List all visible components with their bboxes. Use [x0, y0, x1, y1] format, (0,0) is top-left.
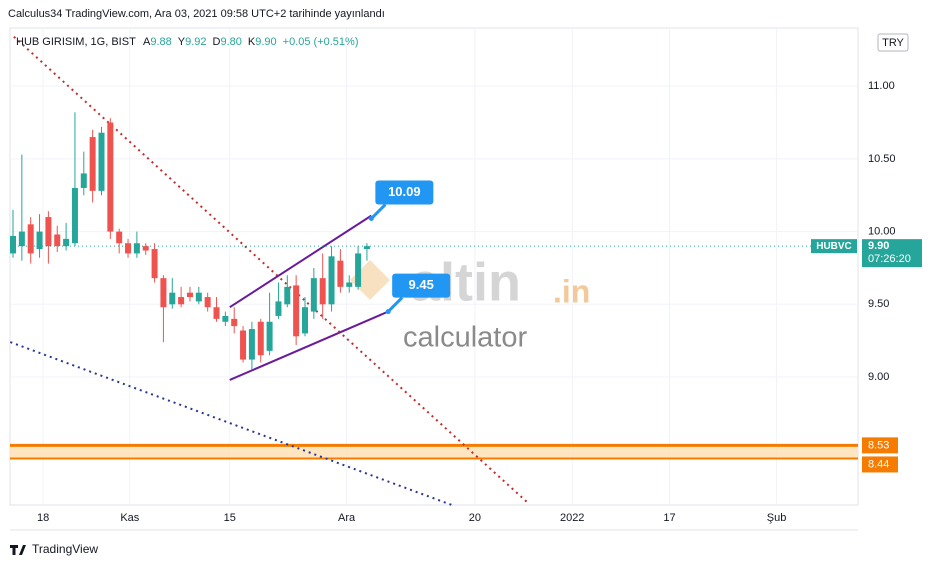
zone-label-box	[862, 456, 898, 473]
legend-value: 9.88	[150, 36, 171, 48]
callout-label: 9.45	[409, 277, 434, 292]
candle-body	[63, 238, 70, 247]
candle-body	[355, 253, 362, 287]
candle-body	[71, 187, 78, 244]
candle-body	[169, 292, 176, 305]
candle-body	[36, 231, 43, 250]
y-tick-label: 9.50	[868, 298, 889, 310]
callout-box	[392, 273, 451, 298]
legend-key: Y	[178, 36, 186, 48]
footer-logo	[10, 545, 26, 555]
watermark-suffix: .in	[553, 273, 590, 309]
candle-body	[178, 297, 185, 305]
trend-line	[229, 310, 389, 381]
callout-label: 10.09	[388, 184, 421, 199]
symbol-tag: HUBVC	[816, 241, 852, 252]
candle-body	[240, 330, 247, 360]
trend-line	[229, 214, 372, 309]
callout-stem	[370, 203, 387, 220]
candle-body	[248, 329, 255, 360]
legend-symbol: HUB GIRISIM, 1G, BIST	[16, 36, 136, 48]
x-tick-label: 20	[469, 512, 481, 524]
plot-frame	[9, 27, 859, 506]
zone-label: 8.44	[868, 458, 889, 470]
legend-value: 9.90	[255, 36, 276, 48]
candle-body	[27, 224, 34, 254]
candle-body	[89, 137, 96, 191]
candle-body	[231, 318, 238, 327]
candle-body	[151, 249, 158, 279]
candle-body	[98, 132, 105, 191]
candle-body	[222, 315, 229, 322]
y-tick-label: 11.00	[868, 80, 895, 92]
callout-box	[375, 180, 434, 205]
symbol-tag-box	[811, 239, 857, 254]
legend-change: +0.05 (+0.51%)	[283, 36, 359, 48]
trend-line	[10, 341, 453, 506]
x-tick-label: 17	[663, 512, 675, 524]
zone-label-box	[862, 437, 898, 454]
candle-body	[195, 292, 202, 302]
candle-body	[275, 301, 282, 316]
candle-body	[160, 278, 167, 308]
last-price-label: 9.90	[868, 240, 889, 252]
legend-key: K	[248, 36, 256, 48]
candle-body	[257, 321, 264, 356]
candle-body	[80, 173, 87, 188]
candle-body	[10, 235, 17, 254]
candle-body	[116, 231, 123, 244]
candle-body	[363, 246, 370, 250]
zone-label: 8.53	[868, 439, 889, 451]
y-tick-label: 9.00	[868, 371, 889, 383]
x-tick-label: Kas	[120, 512, 139, 524]
last-price-box	[862, 239, 922, 268]
watermark-sub: calculator	[403, 322, 527, 354]
candle-body	[328, 256, 335, 305]
x-tick-label: 2022	[560, 512, 584, 524]
legend: HUB GIRISIM, 1G, BIST A9.88 Y9.92 D9.80 K9.9…	[16, 36, 359, 48]
candle-body	[301, 307, 308, 334]
x-tick-label: Şub	[767, 512, 787, 524]
legend-value: 9.92	[185, 36, 206, 48]
zone	[10, 445, 858, 459]
candle-body	[204, 297, 211, 308]
x-tick-label: 18	[37, 512, 49, 524]
candle-body	[213, 307, 220, 319]
candle-body	[346, 282, 353, 287]
candle-body	[18, 231, 25, 247]
footer: TradingView	[32, 542, 98, 556]
x-tick-label: Ara	[338, 512, 356, 524]
countdown: 07:26:20	[868, 253, 911, 265]
legend-key: D	[213, 36, 221, 48]
candle-body	[319, 278, 326, 305]
x-tick-label: 15	[224, 512, 236, 524]
candle-body	[54, 234, 61, 247]
candle-body	[310, 278, 317, 312]
candle-body	[125, 243, 132, 254]
candle-body	[142, 246, 149, 251]
candle-body	[266, 321, 273, 351]
currency: TRY	[882, 37, 904, 49]
legend-key: A	[143, 36, 151, 48]
candle-body	[186, 292, 193, 298]
candle-body	[337, 260, 344, 287]
legend-value: 9.80	[220, 36, 241, 48]
candle-body	[45, 217, 52, 247]
callout-stem	[387, 296, 404, 313]
candle-body	[293, 285, 300, 337]
y-tick-label: 10.00	[868, 226, 896, 238]
y-tick-label: 10.50	[868, 153, 896, 165]
candle-body	[284, 286, 291, 305]
currency-box	[877, 33, 909, 52]
trend-line	[13, 35, 528, 503]
candle-body	[133, 243, 140, 254]
chart-title: Calculus34 TradingView.com, Ara 03, 2021…	[8, 8, 385, 20]
candle-body	[107, 122, 114, 232]
